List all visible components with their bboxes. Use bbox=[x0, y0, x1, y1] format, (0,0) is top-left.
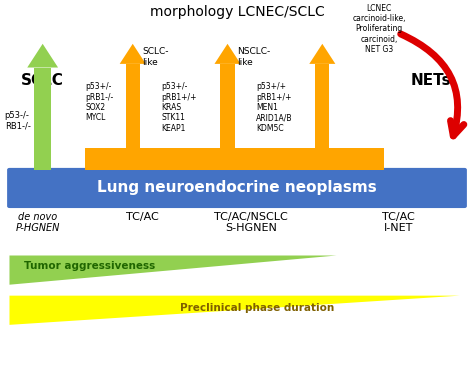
Text: NETs: NETs bbox=[411, 73, 452, 88]
Bar bbox=[34, 68, 51, 170]
Polygon shape bbox=[9, 296, 460, 325]
Text: NSCLC-
like: NSCLC- like bbox=[237, 47, 270, 67]
Text: LCNEC
carcinoid-like,
Proliferating
carcinoid,
NET G3: LCNEC carcinoid-like, Proliferating carc… bbox=[353, 4, 406, 54]
FancyArrowPatch shape bbox=[401, 34, 464, 136]
Polygon shape bbox=[309, 44, 336, 64]
Polygon shape bbox=[214, 44, 240, 64]
Bar bbox=[220, 64, 235, 148]
Text: de novo
P-HGNEN: de novo P-HGNEN bbox=[16, 212, 60, 233]
Text: p53+/+
pRB1+/+
MEN1
ARID1A/B
KDM5C: p53+/+ pRB1+/+ MEN1 ARID1A/B KDM5C bbox=[256, 82, 292, 133]
Bar bbox=[315, 64, 329, 148]
Text: Tumor aggressiveness: Tumor aggressiveness bbox=[24, 261, 155, 272]
Text: p53+/-
pRB1+/+
KRAS
STK11
KEAP1: p53+/- pRB1+/+ KRAS STK11 KEAP1 bbox=[161, 82, 197, 133]
Text: SCLC-
like: SCLC- like bbox=[142, 47, 169, 67]
FancyBboxPatch shape bbox=[7, 168, 467, 208]
Text: morphology LCNEC/SCLC: morphology LCNEC/SCLC bbox=[150, 5, 324, 19]
Bar bbox=[126, 64, 140, 148]
Polygon shape bbox=[9, 255, 337, 285]
Text: TC/AC: TC/AC bbox=[126, 212, 159, 222]
Text: Preclinical phase duration: Preclinical phase duration bbox=[180, 303, 334, 314]
Text: p53+/-
pRB1-/-
SOX2
MYCL: p53+/- pRB1-/- SOX2 MYCL bbox=[85, 82, 114, 122]
Bar bbox=[85, 148, 384, 170]
Text: TC/AC/NSCLC
S-HGNEN: TC/AC/NSCLC S-HGNEN bbox=[214, 212, 288, 233]
Polygon shape bbox=[119, 44, 146, 64]
Polygon shape bbox=[27, 44, 58, 68]
Text: TC/AC
I-NET: TC/AC I-NET bbox=[382, 212, 415, 233]
Text: SCLC: SCLC bbox=[21, 73, 64, 88]
Text: p53-/-
RB1-/-: p53-/- RB1-/- bbox=[5, 111, 31, 130]
Text: Lung neuroendocrine neoplasms: Lung neuroendocrine neoplasms bbox=[97, 180, 377, 196]
